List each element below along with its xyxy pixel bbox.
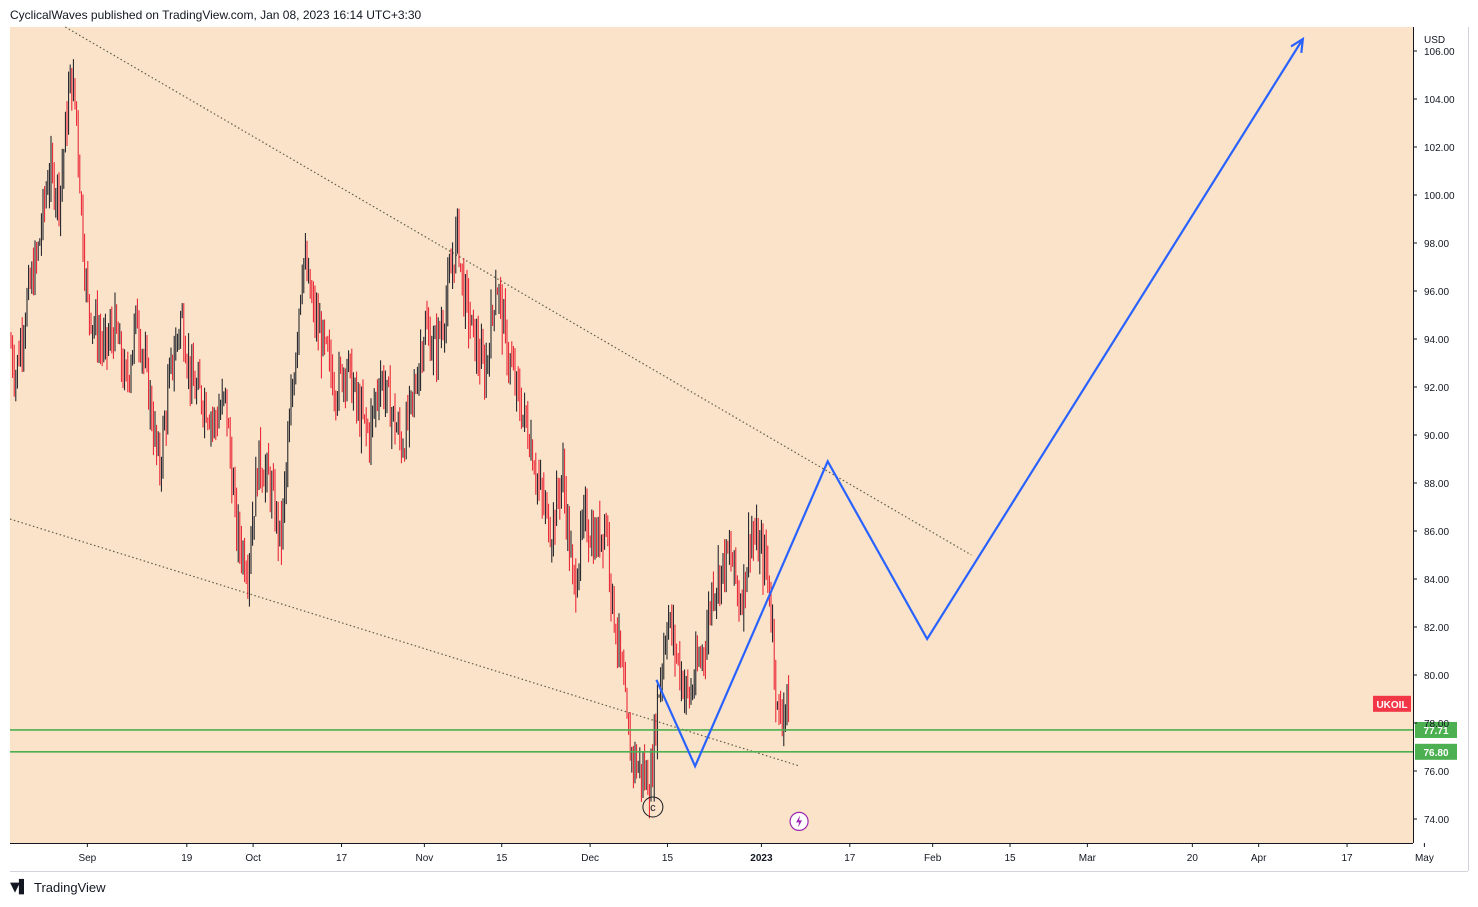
y-tick-label: 102.00 — [1424, 143, 1455, 154]
plot-area[interactable] — [10, 27, 1413, 843]
x-tick-label: 17 — [844, 853, 856, 864]
x-tick-label: 15 — [1004, 853, 1016, 864]
annotations: c — [642, 796, 809, 832]
x-tick-label: 15 — [496, 853, 508, 864]
x-tick-label: 17 — [1341, 853, 1353, 864]
x-tick-label: 17 — [336, 853, 348, 864]
wave-projection[interactable] — [655, 36, 1305, 769]
trendlines[interactable] — [9, 26, 972, 767]
y-tick-label: 84.00 — [1424, 575, 1449, 586]
upper-trendline[interactable] — [64, 26, 972, 556]
y-tick-label: 90.00 — [1424, 431, 1449, 442]
x-tick-label: Mar — [1079, 853, 1097, 864]
ticker-label: UKOIL — [1376, 700, 1407, 711]
tradingview-logo[interactable]: ▼▌ TradingView — [10, 880, 106, 895]
y-tick-label: 74.00 — [1424, 815, 1449, 826]
y-tick-label: 78.00 — [1424, 719, 1449, 730]
x-tick-label: Feb — [924, 853, 942, 864]
x-tick-label: 2023 — [750, 853, 773, 864]
projection-path[interactable] — [655, 38, 1304, 769]
wave-label-circle — [642, 796, 664, 818]
y-tick-label: 96.00 — [1424, 287, 1449, 298]
y-tick-label: 76.00 — [1424, 767, 1449, 778]
x-tick-label: Oct — [245, 853, 261, 864]
x-tick-label: 15 — [662, 853, 674, 864]
x-tick-label: Nov — [415, 853, 433, 864]
brand-name: TradingView — [34, 880, 106, 895]
support-price-badge — [1415, 721, 1457, 738]
y-tick-label: 94.00 — [1424, 335, 1449, 346]
projection-arrowhead — [1290, 36, 1305, 54]
y-tick-label: 98.00 — [1424, 239, 1449, 250]
tradingview-logo-icon: ▼▌ — [10, 880, 29, 895]
y-tick-label: 86.00 — [1424, 527, 1449, 538]
x-tick-label: Sep — [78, 853, 96, 864]
y-tick-label: 106.00 — [1424, 47, 1455, 58]
y-tick-label: 100.00 — [1424, 191, 1455, 202]
price-axis[interactable]: USD 106.00 104.00 102.00 100.00 98.00 96.00 94… — [1413, 35, 1455, 826]
currency-label: USD — [1424, 35, 1445, 46]
support-price-label: 76.80 — [1423, 748, 1448, 759]
x-tick-label: 20 — [1187, 853, 1199, 864]
x-tick-label: Apr — [1251, 853, 1267, 864]
y-tick-label: 92.00 — [1424, 383, 1449, 394]
x-tick-label: 19 — [181, 853, 193, 864]
y-tick-label: 104.00 — [1424, 95, 1455, 106]
wave-label-c: c — [650, 802, 656, 814]
y-tick-label: 80.00 — [1424, 671, 1449, 682]
ticker-badge[interactable] — [1373, 695, 1411, 712]
lightning-bolt — [796, 815, 803, 828]
x-tick-label: Dec — [581, 853, 599, 864]
publisher-line: CyclicalWaves published on TradingView.c… — [10, 8, 422, 22]
y-tick-label: 88.00 — [1424, 479, 1449, 490]
x-tick-label: May — [1415, 853, 1434, 864]
y-tick-label: 82.00 — [1424, 623, 1449, 634]
time-axis[interactable]: Sep 19 Oct 17 Nov 15 Dec 15 2023 17 Feb 15 Mar 20 Apr 1… — [78, 843, 1434, 864]
support-price-badge — [1415, 743, 1457, 760]
support-price-label: 77.71 — [1423, 726, 1448, 737]
